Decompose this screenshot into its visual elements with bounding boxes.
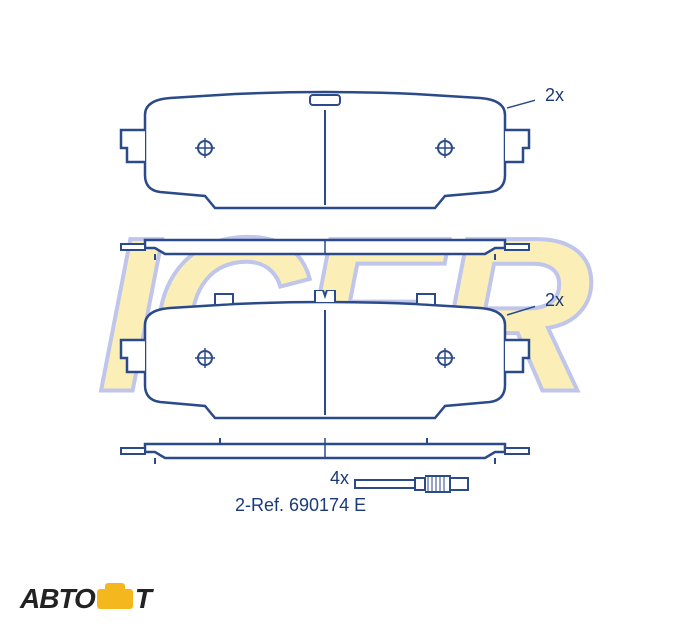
clip-qty-label: 4x bbox=[330, 468, 349, 489]
clip-ref-label: 2-Ref. 690174 E bbox=[235, 495, 366, 516]
diagram-content: 2x 2x bbox=[0, 0, 680, 630]
top-pad-qty-label: 2x bbox=[545, 85, 564, 106]
bottom-pad-qty-label: 2x bbox=[545, 290, 564, 311]
clip-bolt bbox=[350, 472, 500, 500]
bottom-pad-profile bbox=[115, 436, 535, 468]
top-pad-profile bbox=[115, 232, 535, 264]
bottom-brake-pad bbox=[115, 290, 535, 425]
top-brake-pad bbox=[115, 90, 535, 220]
